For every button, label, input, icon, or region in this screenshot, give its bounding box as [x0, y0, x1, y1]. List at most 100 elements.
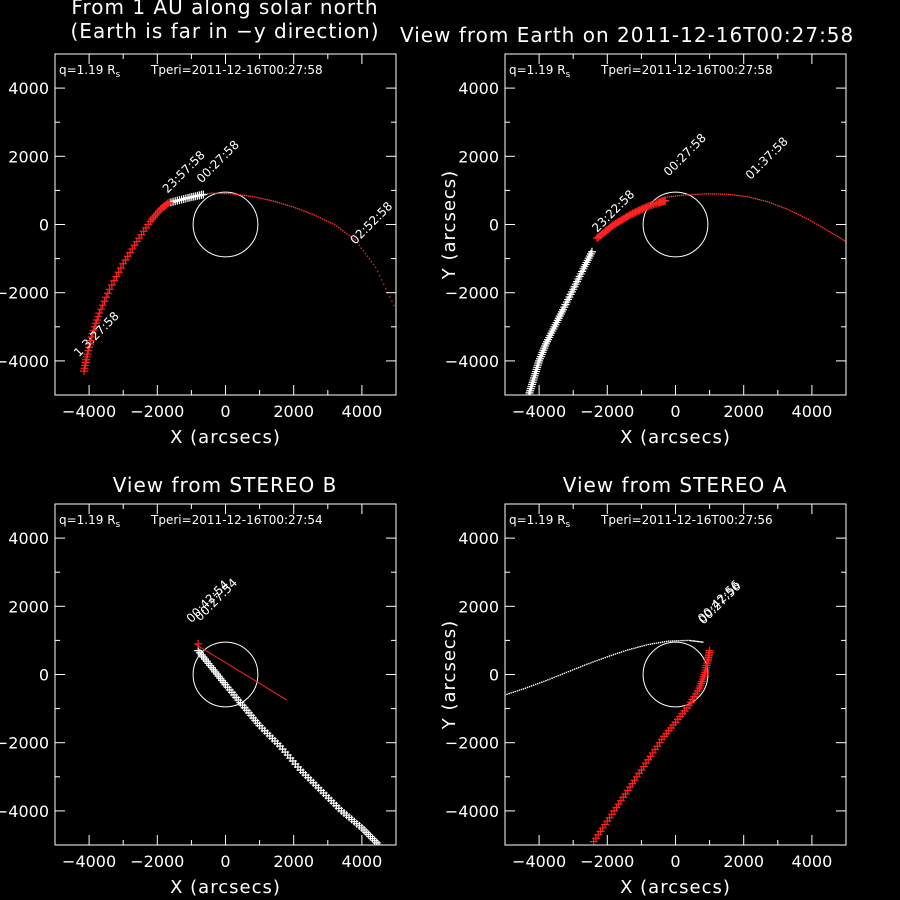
y-axis-label: Y (arcsecs) [439, 170, 460, 280]
orbit-point [262, 197, 264, 200]
orbit-point [520, 688, 523, 691]
orbit-point [356, 241, 358, 244]
y-tick-label: −4000 [0, 802, 49, 821]
orbit-point [740, 195, 742, 197]
orbit-point [647, 643, 650, 646]
red-point [83, 350, 92, 359]
orbit-point [799, 214, 802, 217]
orbit-point [358, 244, 360, 247]
orbit-point [676, 194, 679, 197]
orbit-point [586, 663, 588, 666]
orbit-point [693, 193, 695, 196]
plot-area [505, 639, 714, 845]
orbit-point [774, 203, 777, 206]
orbit-point [274, 200, 277, 203]
orbit-point [360, 247, 363, 249]
orbit-point [290, 205, 293, 208]
orbit-point [793, 211, 795, 214]
orbit-point [565, 671, 568, 674]
q-value: q=1.19 R [509, 63, 566, 77]
orbit-point [682, 639, 684, 642]
orbit-point [254, 196, 256, 198]
orbit-point [731, 194, 734, 196]
orbit-point [376, 270, 379, 273]
red-point [148, 215, 157, 224]
red-point [93, 315, 102, 324]
orbit-point [249, 195, 252, 198]
orbit-point [243, 194, 246, 197]
orbit-point [235, 193, 238, 196]
orbit-point [717, 193, 720, 195]
orbit-point [801, 215, 804, 218]
orbit-point [313, 214, 315, 216]
orbit-point [522, 688, 525, 690]
x-tick-label: −4000 [512, 852, 566, 871]
orbit-point [596, 659, 598, 662]
x-axis-label: X (arcsecs) [620, 877, 731, 898]
orbit-point [215, 192, 217, 195]
orbit-point [557, 674, 559, 677]
orbit-point [815, 223, 818, 225]
orbit-point [666, 196, 669, 198]
red-point [149, 213, 158, 222]
orbit-point [614, 653, 617, 655]
orbit-point [756, 198, 759, 200]
q-subscript: s [116, 70, 121, 80]
orbit-point [225, 192, 227, 195]
plot-annotation: q=1.19 Rs [59, 513, 121, 530]
orbit-point [620, 651, 623, 653]
y-tick-label: −4000 [445, 352, 499, 371]
orbit-point [689, 193, 691, 196]
orbit-point [251, 195, 254, 198]
orbit-point [567, 670, 570, 673]
red-point [103, 289, 112, 298]
tperi-value: Tperi=2011-12-16T00:27:54 [150, 513, 323, 527]
orbit-point [663, 640, 666, 643]
orbit-point [641, 645, 643, 647]
orbit-point [569, 670, 572, 672]
orbit-point [691, 193, 693, 196]
y-tick-label: −2000 [0, 284, 49, 303]
plot-area [192, 639, 383, 845]
orbit-point [583, 664, 586, 666]
orbit-point [624, 649, 627, 652]
orbit-point [789, 209, 791, 212]
tperi-value: Tperi=2011-12-16T00:27:58 [600, 63, 773, 77]
orbit-point [233, 193, 236, 195]
orbit-point [538, 682, 541, 684]
orbit-point [323, 218, 326, 221]
orbit-point [516, 690, 519, 692]
orbit-point [629, 648, 631, 651]
orbit-point [561, 673, 564, 675]
red-point [114, 268, 123, 277]
orbit-point [364, 252, 367, 255]
red-point [89, 326, 98, 335]
orbit-point [699, 193, 701, 195]
orbit-point [530, 685, 533, 687]
orbit-point [760, 199, 763, 201]
y-tick-label: −2000 [445, 734, 499, 753]
red-point [661, 196, 670, 205]
orbit-point [344, 231, 346, 233]
orbit-point [534, 683, 537, 686]
orbit-point [841, 238, 844, 241]
orbit-point [684, 194, 687, 196]
orbit-point [245, 194, 248, 197]
orbit-point [695, 193, 697, 196]
x-tick-label: 4000 [342, 402, 383, 421]
orbit-point [695, 640, 697, 643]
orbit-point [691, 639, 693, 642]
orbit-point [779, 205, 781, 208]
red-point [116, 263, 125, 272]
orbit-point [217, 192, 219, 195]
orbit-point [581, 665, 584, 667]
orbit-point [389, 296, 391, 298]
orbit-point [280, 202, 283, 205]
red-point [110, 276, 119, 285]
orbit-point [781, 206, 783, 208]
orbit-point [715, 193, 718, 195]
x-tick-label: −2000 [580, 402, 634, 421]
x-tick-label: −2000 [130, 852, 184, 871]
orbit-point [555, 675, 557, 678]
orbit-point [795, 212, 798, 215]
